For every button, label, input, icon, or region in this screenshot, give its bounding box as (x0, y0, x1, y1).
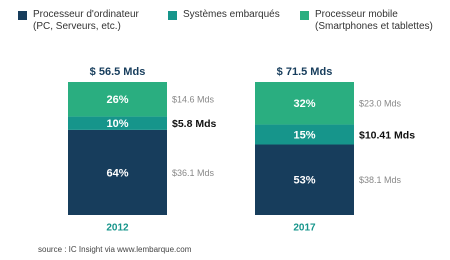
segment-label: 53% (293, 175, 315, 187)
bar-segment (68, 82, 167, 117)
bar-segment (255, 124, 354, 145)
segment-label: 26% (106, 94, 128, 106)
legend-label: Processeur mobile (Smartphones et tablet… (315, 9, 433, 32)
amount-label: $36.1 Mds (172, 168, 215, 178)
legend-swatch (18, 11, 27, 20)
amount-label: $5.8 Mds (172, 118, 217, 130)
total-label: $ 56.5 Mds (90, 66, 146, 78)
legend-label: Systèmes embarqués (183, 9, 280, 20)
segment-label: 15% (293, 129, 315, 141)
segment-label: 10% (106, 118, 128, 130)
legend-swatch (300, 11, 309, 20)
amount-label: $14.6 Mds (172, 95, 215, 105)
source: source : IC Insight via www.lembarque.co… (38, 245, 192, 254)
x-tick-label: 2017 (293, 223, 316, 234)
amount-label: $10.41 Mds (359, 129, 415, 141)
legend-swatch (168, 11, 177, 20)
bar-segment (68, 116, 167, 130)
amount-label: $38.1 Mds (359, 175, 402, 185)
x-tick-label: 2012 (106, 223, 129, 234)
legend-item: Processeur d'ordinateur (PC, Serveurs, e… (18, 9, 143, 33)
total-label: $ 71.5 Mds (277, 66, 333, 78)
bar-segment (255, 144, 354, 215)
legend-label: Processeur d'ordinateur (PC, Serveurs, e… (33, 9, 139, 32)
bar-segment (68, 129, 167, 215)
amount-label: $23.0 Mds (359, 99, 402, 109)
legend-item: Processeur mobile (Smartphones et tablet… (300, 9, 440, 33)
segment-label: 64% (106, 167, 128, 179)
bar-segment (255, 82, 354, 125)
legend-item: Systèmes embarqués (168, 9, 288, 21)
segment-label: 32% (293, 98, 315, 110)
